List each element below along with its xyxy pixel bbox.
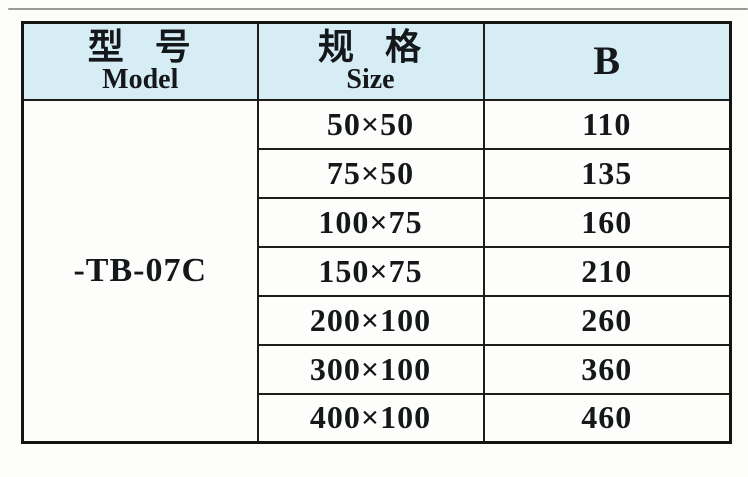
table-row: 75×50 135	[23, 147, 732, 199]
b-cell: 260	[482, 294, 732, 346]
table-row: 300×100 360	[23, 343, 732, 395]
table-row: -TB-07C 50×50 110	[21, 98, 732, 444]
size-cell: 50×50	[256, 98, 485, 150]
size-cell: 200×100	[256, 294, 485, 346]
table-row: 200×100 260	[23, 294, 732, 346]
header-model-zh: 型 号	[87, 26, 193, 67]
header-model: 型 号 Model	[21, 21, 259, 101]
header-b-label: B	[593, 38, 621, 84]
model-value-cell: -TB-07C	[21, 98, 259, 444]
size-cell: 300×100	[256, 343, 485, 395]
header-b: B	[482, 21, 732, 101]
b-cell: 160	[482, 196, 732, 248]
size-cell: 400×100	[256, 392, 485, 444]
table-row: 100×75 160	[23, 196, 732, 248]
b-cell: 360	[482, 343, 732, 395]
b-cell: 135	[482, 147, 732, 199]
size-cell: 75×50	[256, 147, 485, 199]
size-cell: 150×75	[256, 245, 485, 297]
b-cell: 110	[482, 98, 732, 150]
scan-artifact-line	[8, 8, 748, 10]
table-row: 400×100 460	[23, 392, 732, 444]
b-cell: 210	[482, 245, 732, 297]
b-cell: 460	[482, 392, 732, 444]
size-cell: 100×75	[256, 196, 485, 248]
header-model-en: Model	[102, 63, 179, 95]
spec-table: 型 号 Model 规 格 Size B -TB-07C 50×50 110 7…	[21, 21, 732, 444]
header-size: 规 格 Size	[256, 21, 485, 101]
table-row: 150×75 210	[23, 245, 732, 297]
header-size-zh: 规 格	[317, 26, 423, 67]
header-row: 型 号 Model 规 格 Size B	[21, 21, 732, 101]
header-size-en: Size	[346, 63, 395, 95]
